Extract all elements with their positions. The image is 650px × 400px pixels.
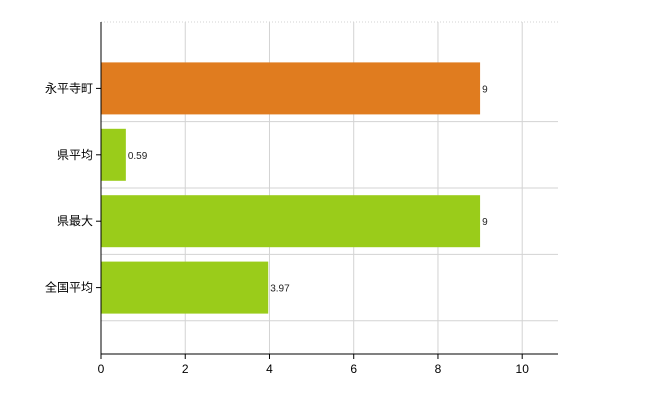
bar	[101, 62, 481, 115]
bars	[101, 62, 481, 314]
data-label: 9	[482, 217, 488, 228]
bar	[101, 195, 481, 248]
bar	[101, 128, 126, 181]
category-label: 全国平均	[45, 280, 93, 295]
category-label: 県最大	[57, 214, 93, 228]
data-label: 0.59	[128, 151, 148, 162]
bar	[101, 261, 269, 314]
data-label: 3.97	[270, 284, 290, 295]
x-tick-label: 10	[516, 362, 530, 376]
x-tick-label: 0	[98, 362, 105, 376]
x-tick-label: 6	[350, 362, 357, 376]
x-tick-label: 2	[182, 362, 189, 376]
data-label: 9	[482, 84, 488, 95]
category-label: 永平寺町	[45, 81, 93, 95]
axes	[100, 22, 558, 355]
labels: 0 2 4 6 8 10 永平寺町 9 県平均 0.59 県最大 9 全国平均 3.97	[45, 81, 529, 376]
category-label: 県平均	[57, 148, 93, 162]
x-tick-label: 8	[435, 362, 442, 376]
x-tick-label: 4	[266, 362, 273, 376]
